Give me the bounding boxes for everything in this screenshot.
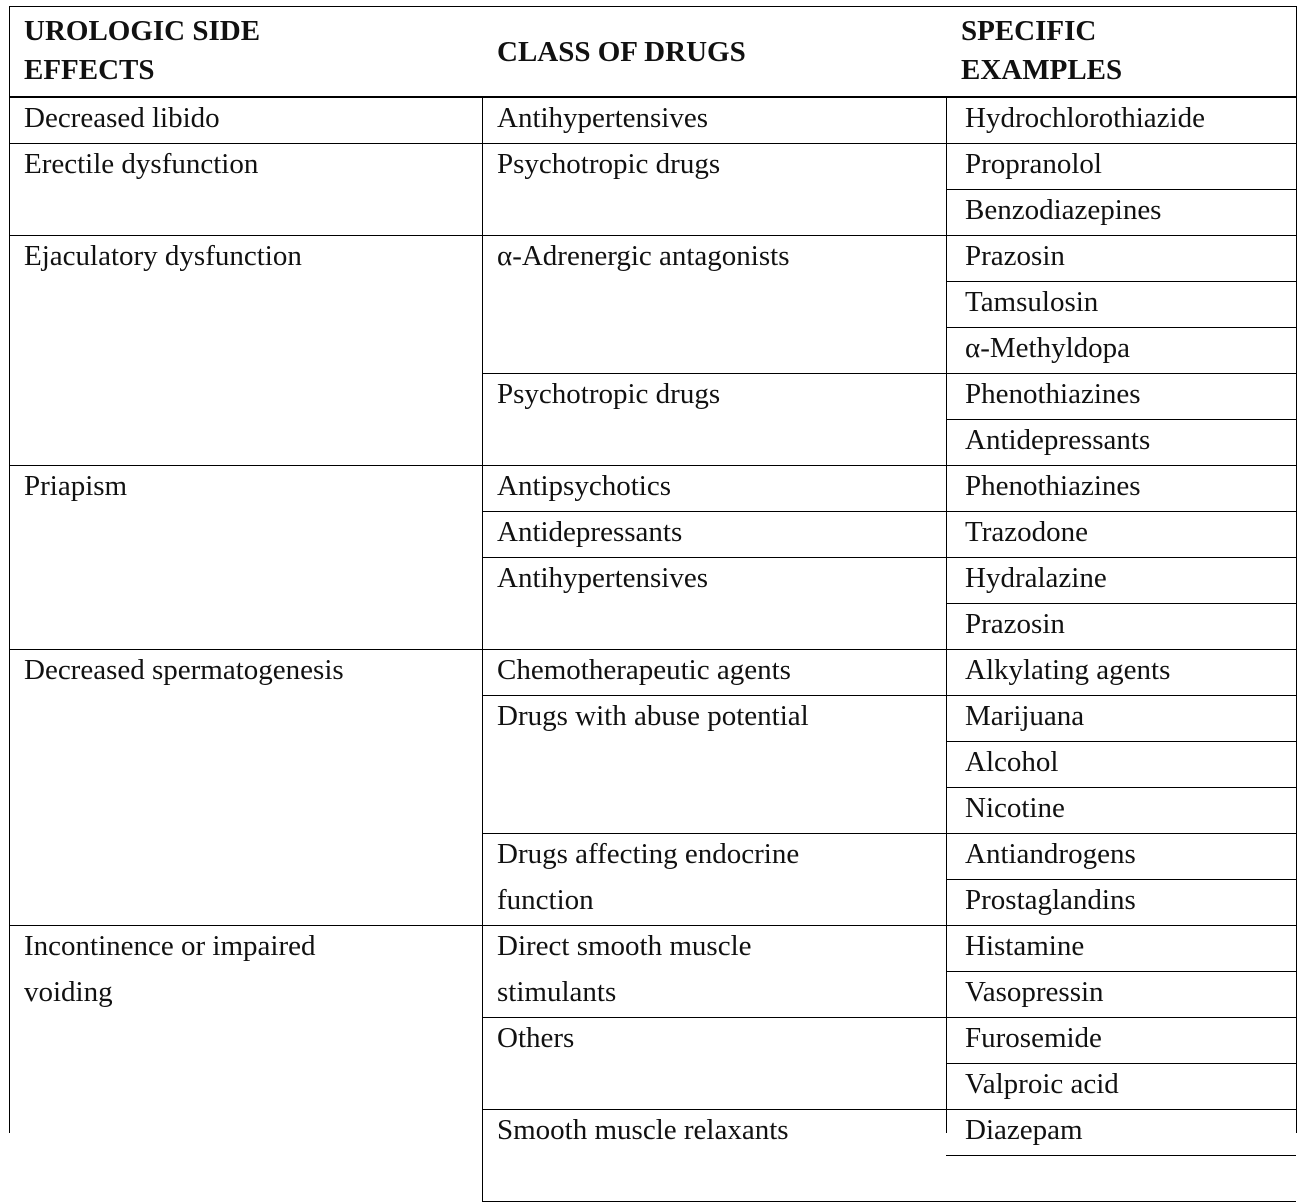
example-row-divider xyxy=(946,419,1296,420)
class-row-divider xyxy=(482,373,1296,374)
drug-class-label: Chemotherapeutic agents xyxy=(497,654,791,686)
urologic-effect-label: Erectile dysfunction xyxy=(24,148,259,180)
drug-class-label: Antipsychotics xyxy=(497,470,671,502)
example-drug-label: Prostaglandins xyxy=(965,884,1136,916)
column-divider xyxy=(946,649,947,925)
class-row-divider xyxy=(482,1109,1296,1110)
example-drug-label: Prazosin xyxy=(965,608,1065,640)
example-drug-label: Hydrochlorothiazide xyxy=(965,102,1205,134)
example-drug-label: Diazepam xyxy=(965,1114,1083,1146)
example-drug-label: Tamsulosin xyxy=(965,286,1099,318)
column-divider xyxy=(482,465,483,649)
urologic-effect-label: Decreased libido xyxy=(24,102,220,134)
example-row-divider xyxy=(946,879,1296,880)
example-drug-label: Propranolol xyxy=(965,148,1102,180)
example-row-divider xyxy=(946,1155,1296,1156)
drug-class-label: Psychotropic drugs xyxy=(497,378,721,410)
header-class: CLASS OF DRUGS xyxy=(497,36,746,68)
drug-class-label: Psychotropic drugs xyxy=(497,148,721,180)
drug-class-label: Direct smooth muscle xyxy=(497,930,752,962)
drug-class-label: Drugs with abuse potential xyxy=(497,700,809,732)
example-row-divider xyxy=(946,971,1296,972)
column-divider xyxy=(946,465,947,649)
urologic-effect-label: Priapism xyxy=(24,470,128,502)
table-top-border xyxy=(9,6,1297,7)
drug-class-label: Drugs affecting endocrine xyxy=(497,838,800,870)
example-drug-label: Marijuana xyxy=(965,700,1085,732)
class-row-divider xyxy=(482,557,1296,558)
column-divider xyxy=(946,97,947,143)
example-drug-label: Hydralazine xyxy=(965,562,1107,594)
group-divider xyxy=(9,235,1297,236)
header-effects-line: EFFECTS xyxy=(24,54,155,86)
column-divider xyxy=(482,649,483,925)
example-row-divider xyxy=(946,327,1296,328)
example-drug-label: Antiandrogens xyxy=(965,838,1136,870)
column-divider xyxy=(482,143,483,235)
drug-side-effects-table: UROLOGIC SIDE EFFECTS CLASS OF DRUGS SPECIF… xyxy=(9,6,1297,1202)
example-row-divider xyxy=(946,189,1296,190)
example-row-divider xyxy=(946,787,1296,788)
class-row-divider xyxy=(482,833,1296,834)
example-row-divider xyxy=(946,281,1296,282)
example-drug-label: Vasopressin xyxy=(965,976,1104,1008)
drug-class-label: function xyxy=(497,884,594,916)
column-divider xyxy=(946,925,947,1133)
group-divider xyxy=(9,649,1297,650)
header-examples-line: EXAMPLES xyxy=(961,54,1123,86)
example-drug-label: Benzodiazepines xyxy=(965,194,1162,226)
urologic-effect-label: Ejaculatory dysfunction xyxy=(24,240,302,272)
example-drug-label: Phenothiazines xyxy=(965,378,1141,410)
example-drug-label: Trazodone xyxy=(965,516,1088,548)
drug-class-label: Smooth muscle relaxants xyxy=(497,1114,789,1146)
urologic-effect-label: voiding xyxy=(24,976,113,1008)
group-divider xyxy=(9,925,1297,926)
class-row-divider xyxy=(482,511,1296,512)
example-drug-label: Alkylating agents xyxy=(965,654,1171,686)
example-drug-label: Furosemide xyxy=(965,1022,1102,1054)
example-row-divider xyxy=(946,741,1296,742)
group-divider xyxy=(9,143,1297,144)
example-drug-label: α-Methyldopa xyxy=(965,332,1130,364)
column-divider xyxy=(946,235,947,465)
example-drug-label: Phenothiazines xyxy=(965,470,1141,502)
example-row-divider xyxy=(946,603,1296,604)
drug-class-label: Antihypertensives xyxy=(497,102,709,134)
example-drug-label: Valproic acid xyxy=(965,1068,1119,1100)
column-divider xyxy=(946,143,947,235)
column-divider xyxy=(482,97,483,143)
drug-class-label: stimulants xyxy=(497,976,617,1008)
example-drug-label: Antidepressants xyxy=(965,424,1151,456)
drug-class-label: Others xyxy=(497,1022,575,1054)
urologic-effect-label: Decreased spermatogenesis xyxy=(24,654,344,686)
header-effects-line: UROLOGIC SIDE xyxy=(24,15,261,47)
example-row-divider xyxy=(946,1063,1296,1064)
header-bottom-border xyxy=(9,96,1297,98)
drug-class-label: Antihypertensives xyxy=(497,562,709,594)
class-row-divider xyxy=(482,695,1296,696)
column-divider xyxy=(482,235,483,465)
class-row-divider xyxy=(482,1017,1296,1018)
header-examples-line: SPECIFIC xyxy=(961,15,1097,47)
column-divider xyxy=(482,925,483,1201)
table-right-border xyxy=(1296,6,1297,1133)
example-drug-label: Prazosin xyxy=(965,240,1065,272)
table-left-border xyxy=(9,6,10,1133)
example-drug-label: Nicotine xyxy=(965,792,1065,824)
example-drug-label: Histamine xyxy=(965,930,1085,962)
drug-class-label: Antidepressants xyxy=(497,516,683,548)
example-drug-label: Alcohol xyxy=(965,746,1059,778)
group-divider xyxy=(9,465,1297,466)
drug-class-label: α-Adrenergic antagonists xyxy=(497,240,790,272)
urologic-effect-label: Incontinence or impaired xyxy=(24,930,316,962)
